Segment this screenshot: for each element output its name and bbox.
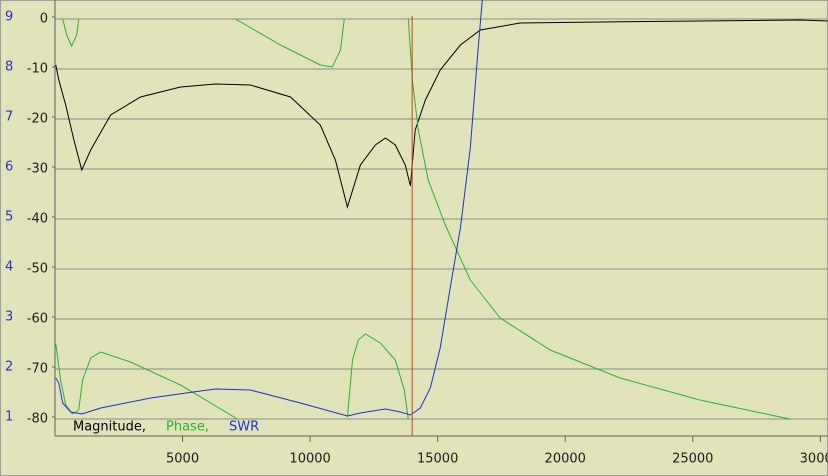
y2-tick-label: 6 (5, 160, 13, 175)
x-tick-label: 10000 (289, 452, 330, 467)
y-tick-label: -40 (27, 212, 48, 227)
y-tick-label: -80 (27, 412, 48, 427)
y2-tick-label: 9 (5, 10, 13, 25)
x-tick-label: 15000 (417, 452, 458, 467)
y-tick-label: -50 (27, 262, 48, 277)
y2-tick-label: 7 (5, 110, 13, 125)
series-line (55, 19, 828, 209)
y2-tick-label: 8 (5, 60, 13, 75)
series-line (55, 18, 790, 420)
y-tick-label: 0 (40, 12, 48, 27)
y2-tick-label: 5 (5, 210, 13, 225)
y-tick-label: -60 (27, 312, 48, 327)
y2-tick-label: 2 (5, 360, 13, 375)
legend-entry: SWR (229, 420, 259, 435)
legend-entry: Magnitude, (73, 420, 146, 435)
series-line (55, 0, 483, 417)
x-tick-label: 30000 (800, 452, 828, 467)
x-tick-label: 25000 (672, 452, 713, 467)
y2-tick-label: 4 (5, 260, 13, 275)
y2-tick-label: 1 (5, 410, 13, 425)
y-tick-label: -10 (27, 62, 48, 77)
y2-tick-label: 3 (5, 310, 13, 325)
legend-entry: Phase, (166, 420, 209, 435)
y-tick-label: -30 (27, 162, 48, 177)
y-tick-label: -70 (27, 362, 48, 377)
x-tick-label: 20000 (545, 452, 586, 467)
y-tick-label: -20 (27, 112, 48, 127)
x-tick-label: 5000 (166, 452, 199, 467)
plot-background (55, 0, 828, 436)
